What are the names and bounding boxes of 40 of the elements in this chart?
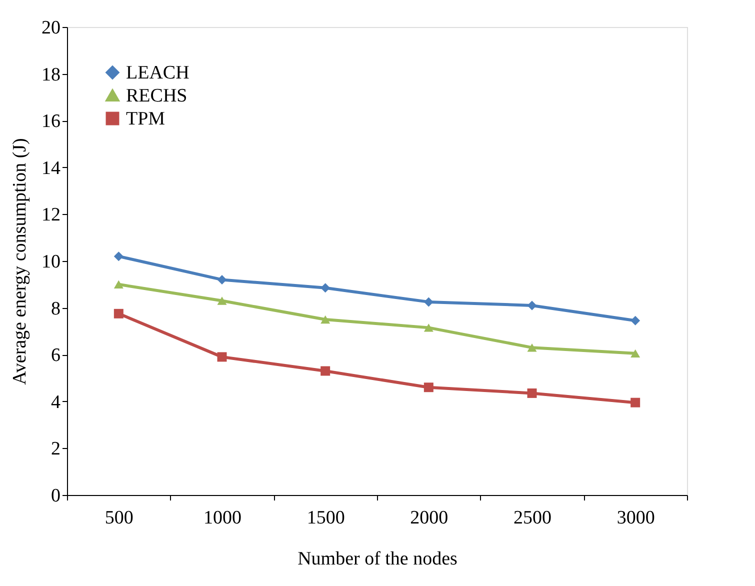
- point: [527, 388, 537, 398]
- legend-label: RECHS: [126, 86, 188, 106]
- y-tick-label: 4: [51, 392, 61, 413]
- y-tick-label: 10: [42, 252, 60, 272]
- y-tick-label: 18: [42, 64, 60, 86]
- y-tick-label: 12: [42, 204, 60, 226]
- y-tick-label: 14: [42, 158, 61, 179]
- point: [424, 382, 434, 392]
- x-tick-label: 2500: [514, 508, 552, 528]
- point: [217, 296, 227, 305]
- point: [527, 300, 537, 310]
- legend-label: TPM: [126, 108, 166, 130]
- y-tick-label: 8: [51, 298, 60, 320]
- x-tick-label: 1000: [204, 508, 242, 528]
- point: [320, 315, 330, 324]
- point: [424, 297, 434, 307]
- point: [320, 283, 330, 293]
- point: [630, 349, 640, 358]
- point: [320, 366, 330, 376]
- y-tick-label: 20: [42, 18, 60, 38]
- y-axis-title: Average energy consumption (J): [10, 138, 30, 385]
- x-axis-title: Number of the nodes: [298, 548, 458, 570]
- x-tick-label: 2000: [410, 508, 448, 528]
- y-tick-label: 2: [51, 438, 60, 460]
- point: [630, 316, 640, 326]
- y-tick-label: 6: [51, 345, 60, 366]
- point: [630, 398, 640, 408]
- point: [114, 308, 124, 318]
- x-tick-label: 1500: [306, 508, 345, 528]
- point: [527, 343, 537, 352]
- x-tick-label: 3000: [616, 508, 655, 528]
- point: [114, 280, 124, 289]
- point: [217, 274, 227, 284]
- legend-label: LEACH: [126, 62, 190, 84]
- point: [114, 252, 124, 262]
- y-tick-label: 0: [51, 486, 60, 506]
- point: [424, 324, 434, 332]
- y-tick-label: 16: [42, 111, 60, 132]
- x-tick-label: 500: [104, 508, 134, 528]
- point: [217, 352, 227, 362]
